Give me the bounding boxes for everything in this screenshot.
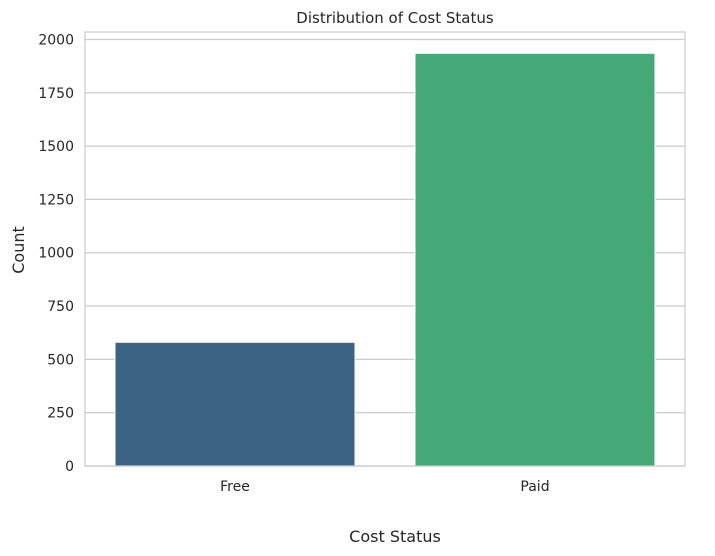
y-tick-label: 1250 xyxy=(38,192,74,208)
y-tick-label: 2000 xyxy=(38,32,74,48)
y-tick-label: 1500 xyxy=(38,139,74,155)
y-axis-label: Count xyxy=(9,226,28,274)
chart-title: Distribution of Cost Status xyxy=(296,9,494,27)
bar-free xyxy=(114,341,356,467)
y-tick-labels: 0 250 500 750 1000 1250 1500 1750 2000 xyxy=(38,32,74,475)
x-tick-label: Paid xyxy=(520,479,549,495)
plot-frame xyxy=(84,31,686,467)
x-tick-label: Free xyxy=(220,479,250,495)
x-axis-label: Cost Status xyxy=(349,527,441,546)
y-tick-label: 1000 xyxy=(38,246,74,262)
y-tick-label: 0 xyxy=(65,459,74,475)
bar-paid xyxy=(414,52,656,467)
y-tick-label: 500 xyxy=(47,352,74,368)
x-tick-labels: Free Paid xyxy=(220,479,549,495)
y-tick-label: 1750 xyxy=(38,86,74,102)
y-tick-label: 750 xyxy=(47,299,74,315)
y-tick-label: 250 xyxy=(47,406,74,422)
bars xyxy=(114,52,656,467)
